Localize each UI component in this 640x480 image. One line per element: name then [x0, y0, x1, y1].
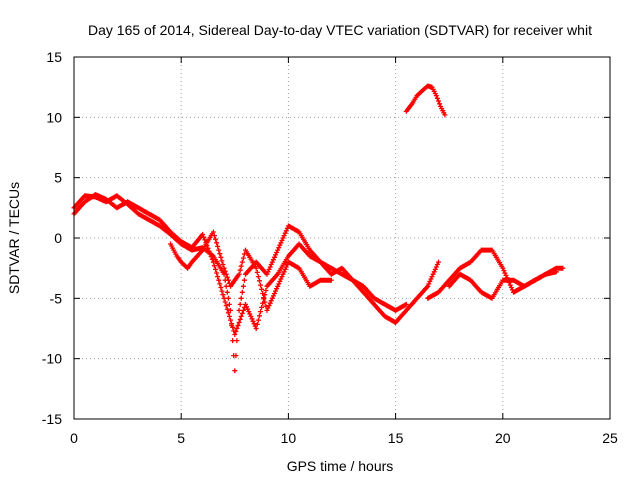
series-markers	[168, 229, 334, 313]
y-tick-label: 10	[46, 109, 62, 125]
x-tick-label: 20	[495, 430, 511, 446]
y-tick-label: 0	[54, 230, 62, 246]
y-tick-label: -10	[42, 351, 62, 367]
x-tick-label: 10	[281, 430, 297, 446]
x-axis-label: GPS time / hours	[287, 458, 394, 474]
chart-title: Day 165 of 2014, Sidereal Day-to-day VTE…	[88, 22, 592, 38]
axis-ticks: 0 5 10 15 20 25 -15 -10 -5 0 5 10 15	[42, 49, 618, 446]
data-series	[71, 83, 566, 374]
x-tick-label: 0	[70, 430, 78, 446]
y-tick-label: -15	[42, 411, 62, 427]
satellite-track-4	[403, 83, 448, 118]
satellite-track-2	[71, 192, 409, 337]
y-tick-label: 15	[46, 49, 62, 65]
y-tick-label: -5	[50, 290, 63, 306]
series-markers	[446, 269, 559, 301]
series-markers	[403, 83, 448, 118]
x-tick-label: 25	[602, 430, 618, 446]
series-markers	[71, 193, 441, 374]
grid-lines	[74, 57, 610, 419]
series-markers	[71, 192, 409, 337]
satellite-track-1	[71, 193, 441, 374]
y-tick-label: 5	[54, 170, 62, 186]
x-tick-label: 5	[177, 430, 185, 446]
y-axis-label: SDTVAR / TECUs	[6, 182, 22, 294]
x-tick-label: 15	[388, 430, 404, 446]
satellite-track-3	[168, 229, 334, 313]
satellite-track-6	[446, 269, 559, 301]
